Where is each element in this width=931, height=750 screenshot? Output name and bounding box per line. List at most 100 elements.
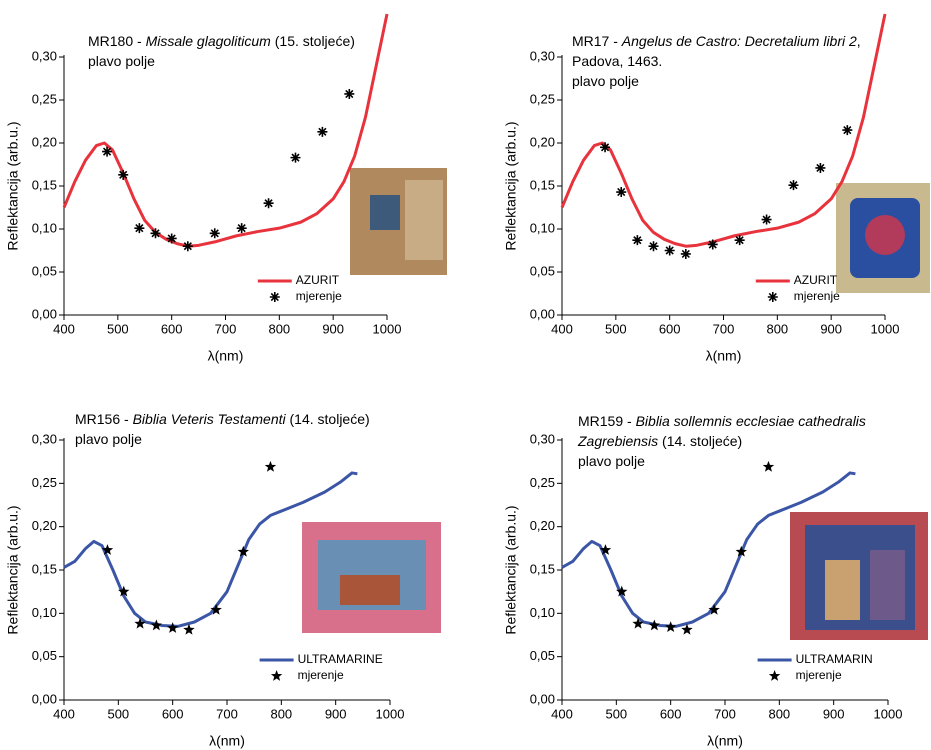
measurement-point — [616, 187, 626, 197]
measurement-point — [183, 241, 193, 251]
legend-label: AZURIT — [794, 273, 838, 287]
chart-title: plavo polje — [572, 73, 639, 89]
x-tick-label: 500 — [605, 321, 627, 336]
y-tick-label: 0,00 — [32, 306, 57, 321]
title-segment: (15. stoljeće) — [271, 33, 355, 49]
x-tick-label: 900 — [325, 706, 347, 721]
measurement-point — [762, 215, 772, 225]
measurement-point — [649, 241, 659, 251]
measurement-point — [735, 235, 745, 245]
y-tick-label: 0,00 — [530, 306, 555, 321]
title-segment: Missale glagoliticum — [146, 33, 272, 49]
x-tick-label: 600 — [659, 321, 681, 336]
legend-label: AZURIT — [296, 273, 340, 287]
title-segment: plavo polje — [572, 73, 639, 89]
x-tick-label: 400 — [53, 706, 75, 721]
legend-swatch — [768, 292, 778, 302]
x-tick-label: 700 — [216, 706, 238, 721]
measurement-point — [290, 153, 300, 163]
chart-title: MR17 - Angelus de Castro: Decretalium li… — [572, 33, 861, 49]
x-tick-label: 400 — [551, 321, 573, 336]
legend-label: mjerenje — [796, 668, 842, 682]
title-segment: , — [857, 33, 861, 49]
y-tick-label: 0,00 — [530, 691, 555, 706]
y-tick-label: 0,15 — [32, 177, 57, 192]
x-tick-label: 500 — [107, 321, 129, 336]
measurement-point — [681, 249, 691, 259]
measurement-point — [649, 619, 660, 630]
measurement-point — [265, 461, 276, 472]
measurement-point — [102, 147, 112, 157]
y-axis-label: Reflektancija (arb.u.) — [5, 121, 21, 250]
x-tick-label: 1000 — [871, 321, 900, 336]
thumbnail — [836, 183, 930, 293]
y-tick-label: 0,15 — [530, 177, 555, 192]
measurement-point — [237, 223, 247, 233]
x-tick-label: 1000 — [874, 706, 903, 721]
legend-swatch — [769, 670, 780, 681]
y-tick-label: 0,30 — [32, 431, 57, 446]
y-axis-label: Reflektancija (arb.u.) — [5, 505, 21, 634]
x-axis-label: λ(nm) — [209, 733, 245, 749]
x-tick-label: 700 — [215, 321, 237, 336]
title-segment: (14. stoljeće) — [658, 433, 742, 449]
y-tick-label: 0,05 — [32, 648, 57, 663]
measurement-point — [815, 163, 825, 173]
page: {"chart_data": [ {"type": "line", "title… — [0, 0, 931, 750]
measurement-point — [632, 235, 642, 245]
y-tick-label: 0,25 — [530, 475, 555, 490]
y-tick-label: 0,05 — [530, 263, 555, 278]
legend-swatch — [270, 292, 280, 302]
y-tick-label: 0,20 — [32, 134, 57, 149]
legend-label: ULTRAMARINE — [298, 652, 383, 666]
title-segment: Biblia Veteris Testamenti — [133, 411, 287, 427]
y-tick-label: 0,30 — [32, 48, 57, 63]
y-axis-label: Reflektancija (arb.u.) — [503, 505, 519, 634]
x-tick-label: 800 — [768, 706, 790, 721]
measurement-point — [210, 228, 220, 238]
x-tick-label: 400 — [551, 706, 573, 721]
x-tick-label: 700 — [714, 706, 736, 721]
title-segment: MR180 - — [88, 33, 146, 49]
x-tick-label: 900 — [823, 706, 845, 721]
title-segment: plavo polje — [75, 431, 142, 447]
measurement-point — [665, 246, 675, 256]
title-segment: (14. stoljeće) — [286, 411, 370, 427]
x-axis-label: λ(nm) — [706, 348, 742, 364]
x-tick-label: 900 — [322, 321, 344, 336]
measurement-point — [151, 619, 162, 630]
spectrum-line — [64, 14, 387, 246]
y-tick-label: 0,10 — [530, 220, 555, 235]
measurement-point — [134, 223, 144, 233]
thumbnail — [790, 512, 928, 640]
measurement-point — [600, 142, 610, 152]
x-tick-label: 500 — [107, 706, 129, 721]
legend-label: mjerenje — [794, 289, 840, 303]
thumbnail — [302, 522, 441, 633]
measurement-point — [167, 622, 178, 633]
measurement-point — [151, 228, 161, 238]
y-tick-label: 0,05 — [32, 263, 57, 278]
x-tick-label: 500 — [605, 706, 627, 721]
x-tick-label: 600 — [161, 321, 183, 336]
y-tick-label: 0,25 — [530, 91, 555, 106]
y-tick-label: 0,30 — [530, 48, 555, 63]
y-tick-label: 0,10 — [32, 605, 57, 620]
x-tick-label: 800 — [766, 321, 788, 336]
x-tick-label: 1000 — [376, 706, 405, 721]
x-tick-label: 900 — [820, 321, 842, 336]
title-segment: MR159 - — [578, 413, 636, 429]
figure: MR180 - Missale glagoliticum (15. stolje… — [0, 0, 931, 750]
measurement-point — [665, 621, 676, 632]
x-tick-label: 800 — [270, 706, 292, 721]
x-axis-label: λ(nm) — [208, 348, 244, 364]
title-segment: Padova, 1463. — [572, 53, 662, 69]
chart-title: plavo polje — [578, 453, 645, 469]
measurement-point — [842, 125, 852, 135]
measurement-point — [344, 89, 354, 99]
y-tick-label: 0,10 — [530, 605, 555, 620]
title-segment: MR156 - — [75, 411, 133, 427]
y-tick-label: 0,10 — [32, 220, 57, 235]
legend-label: ULTRAMARIN — [796, 652, 873, 666]
title-segment: plavo polje — [578, 453, 645, 469]
